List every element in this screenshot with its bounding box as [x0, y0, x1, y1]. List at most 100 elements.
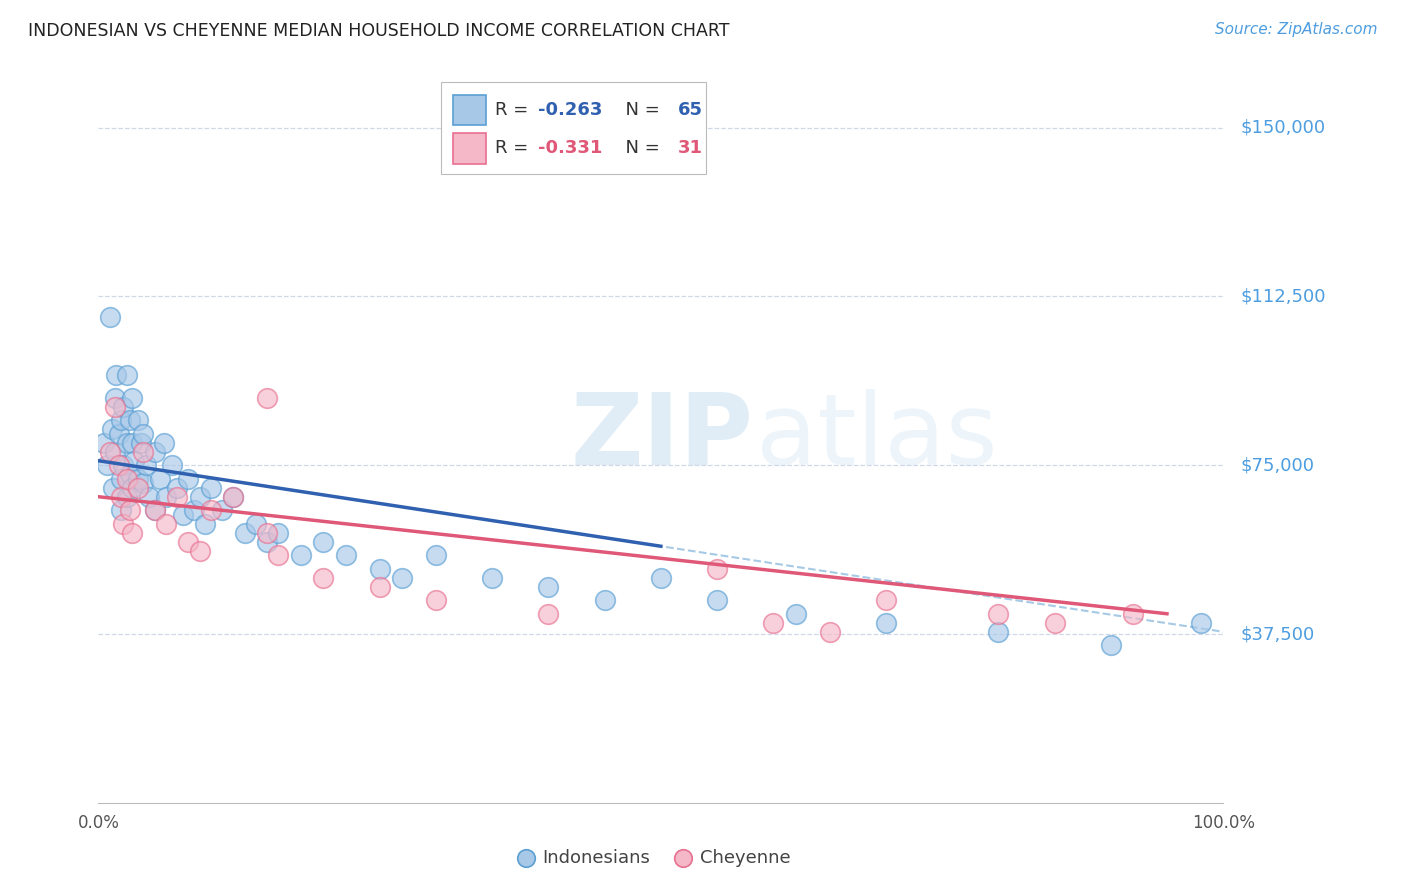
Point	[312, 534, 335, 549]
Point	[118, 467, 141, 482]
Point	[149, 472, 172, 486]
Point	[121, 435, 143, 450]
Point	[267, 525, 290, 540]
Point	[987, 624, 1010, 639]
Point	[115, 472, 138, 486]
Point	[166, 481, 188, 495]
Text: Source: ZipAtlas.com: Source: ZipAtlas.com	[1215, 22, 1378, 37]
FancyBboxPatch shape	[453, 133, 486, 163]
Point	[233, 525, 256, 540]
Point	[312, 571, 335, 585]
Point	[118, 503, 141, 517]
Point	[127, 413, 149, 427]
Point	[105, 368, 128, 383]
Point	[256, 534, 278, 549]
Point	[335, 548, 357, 562]
Point	[104, 444, 127, 458]
Point	[129, 435, 152, 450]
Text: R =: R =	[495, 101, 534, 120]
Point	[987, 607, 1010, 621]
Text: N =: N =	[613, 139, 659, 157]
Text: -0.263: -0.263	[538, 101, 603, 120]
Point	[155, 490, 177, 504]
Point	[110, 413, 132, 427]
Point	[160, 458, 183, 473]
Point	[200, 503, 222, 517]
Point	[706, 562, 728, 576]
Text: -0.331: -0.331	[538, 139, 603, 157]
Point	[127, 481, 149, 495]
Point	[368, 562, 391, 576]
Point	[1189, 615, 1212, 630]
FancyBboxPatch shape	[441, 82, 706, 174]
Point	[188, 490, 211, 504]
Point	[481, 571, 503, 585]
Point	[537, 580, 560, 594]
Text: 65: 65	[678, 101, 703, 120]
Point	[135, 458, 157, 473]
Point	[132, 476, 155, 491]
Point	[132, 444, 155, 458]
Point	[138, 490, 160, 504]
Text: $112,500: $112,500	[1240, 287, 1326, 305]
Point	[875, 615, 897, 630]
Point	[818, 624, 841, 639]
Point	[112, 516, 135, 531]
Point	[1043, 615, 1066, 630]
Point	[256, 525, 278, 540]
Point	[672, 796, 695, 810]
Point	[425, 593, 447, 607]
Point	[188, 543, 211, 558]
Point	[124, 453, 146, 467]
Point	[650, 571, 672, 585]
Point	[98, 310, 121, 324]
Text: $37,500: $37,500	[1240, 625, 1315, 643]
Point	[121, 391, 143, 405]
Point	[593, 593, 616, 607]
Point	[762, 615, 785, 630]
Point	[101, 481, 124, 495]
Point	[107, 426, 129, 441]
Point	[194, 516, 217, 531]
Point	[115, 435, 138, 450]
Point	[107, 458, 129, 473]
Point	[368, 580, 391, 594]
Point	[143, 503, 166, 517]
Point	[706, 593, 728, 607]
Point	[104, 400, 127, 414]
Point	[110, 472, 132, 486]
Point	[425, 548, 447, 562]
Text: atlas: atlas	[756, 389, 998, 485]
Point	[245, 516, 267, 531]
Point	[515, 796, 537, 810]
Text: R =: R =	[495, 139, 534, 157]
Point	[104, 391, 127, 405]
Point	[177, 534, 200, 549]
Text: Indonesians: Indonesians	[543, 848, 651, 867]
Text: 31: 31	[678, 139, 703, 157]
Point	[1122, 607, 1144, 621]
Point	[537, 607, 560, 621]
Point	[166, 490, 188, 504]
Point	[183, 503, 205, 517]
Point	[1099, 638, 1122, 652]
Point	[222, 490, 245, 504]
Text: N =: N =	[613, 101, 659, 120]
Point	[118, 413, 141, 427]
Point	[172, 508, 194, 522]
Point	[121, 525, 143, 540]
Text: ZIP: ZIP	[571, 389, 754, 485]
Point	[875, 593, 897, 607]
Point	[121, 481, 143, 495]
Point	[200, 481, 222, 495]
Point	[127, 472, 149, 486]
Point	[98, 444, 121, 458]
Point	[222, 490, 245, 504]
Text: $150,000: $150,000	[1240, 119, 1326, 136]
Point	[110, 503, 132, 517]
Point	[96, 458, 118, 473]
Text: INDONESIAN VS CHEYENNE MEDIAN HOUSEHOLD INCOME CORRELATION CHART: INDONESIAN VS CHEYENNE MEDIAN HOUSEHOLD …	[28, 22, 730, 40]
Point	[785, 607, 807, 621]
Point	[290, 548, 312, 562]
Point	[143, 444, 166, 458]
